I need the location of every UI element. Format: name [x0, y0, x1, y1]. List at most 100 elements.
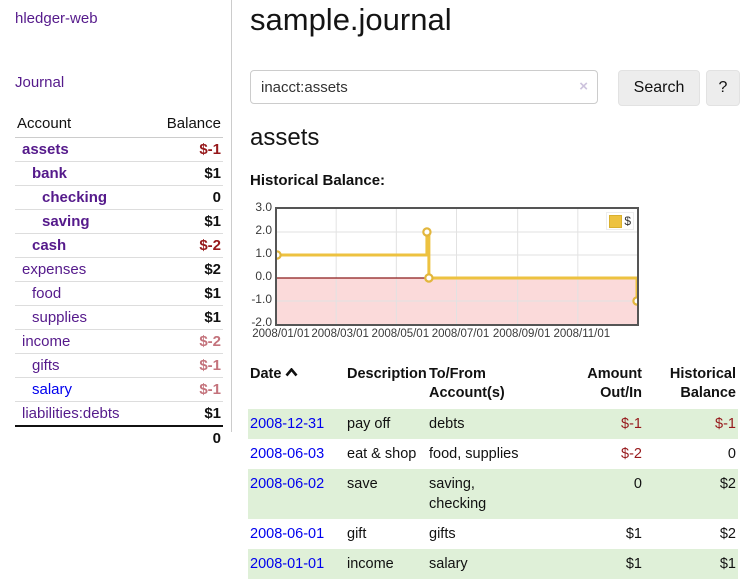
x-axis-tick-label: 2008/11/01: [553, 328, 611, 340]
y-axis-tick-label: 2.0: [255, 223, 272, 237]
account-link-saving[interactable]: saving: [42, 213, 90, 230]
account-link-supplies[interactable]: supplies: [32, 309, 88, 326]
search-button[interactable]: Search: [618, 70, 700, 106]
account-link-food[interactable]: food: [32, 285, 62, 302]
transaction-balance: $2: [719, 526, 736, 542]
chart-title: Historical Balance:: [250, 172, 386, 189]
column-header-description[interactable]: Description: [347, 366, 427, 382]
app-title-link[interactable]: hledger-web: [15, 10, 98, 27]
register-table: Date Description To/From Account(s) Amou…: [248, 361, 738, 579]
accounts-total-row: 0: [15, 425, 223, 450]
y-axis-tick-label: 3.0: [255, 200, 272, 214]
account-balance: $-2: [148, 329, 223, 354]
column-header-balance[interactable]: Historical Balance: [669, 366, 736, 401]
clear-search-icon[interactable]: ×: [579, 78, 588, 95]
account-balance: $-1: [199, 141, 221, 158]
transaction-date-link[interactable]: 2008-01-01: [250, 556, 325, 572]
historical-balance-chart: 3.0 2.0 1.0 0.0 -1.0 -2.0 $ 2008/01/01 2008/03…: [248, 199, 688, 347]
account-link-checking[interactable]: checking: [42, 189, 108, 206]
transaction-date-link[interactable]: 2008-06-01: [250, 526, 325, 542]
account-heading: assets: [250, 124, 320, 151]
account-balance: $-2: [148, 233, 223, 258]
x-axis-tick-label: 2008/07/01: [431, 328, 490, 340]
register-row[interactable]: 2008-06-01 gift gifts $1 $2: [248, 519, 738, 549]
sidebar-item-journal[interactable]: Journal: [15, 74, 65, 91]
register-date-cell: 2008-06-02: [248, 469, 345, 519]
legend-label: $: [624, 214, 631, 228]
transaction-amount: $-2: [621, 446, 642, 462]
transaction-amount: 0: [633, 476, 642, 492]
account-link-bank[interactable]: bank: [32, 165, 68, 182]
transaction-amount: $1: [625, 526, 642, 542]
account-balance: $2: [148, 257, 223, 282]
y-axis-tick-label: 0.0: [255, 269, 272, 283]
register-row[interactable]: 2008-01-01 income salary $1 $1: [248, 549, 738, 579]
transaction-balance: 0: [727, 446, 736, 462]
transaction-description: gift: [347, 526, 367, 542]
account-link-salary[interactable]: salary: [32, 381, 73, 398]
transaction-date-link[interactable]: 2008-12-31: [250, 416, 325, 432]
x-axis-tick-label: 2008/03/01: [311, 328, 369, 340]
account-link-expenses[interactable]: expenses: [22, 261, 87, 278]
account-link-cash[interactable]: cash: [32, 237, 67, 254]
chart-plot-area: $: [275, 207, 639, 326]
search-input[interactable]: [251, 71, 581, 103]
account-balance: $-1: [148, 353, 223, 378]
register-row[interactable]: 2008-06-02 save saving, checking 0 $2: [248, 469, 738, 519]
accounts-header-account: Account: [15, 111, 149, 138]
column-header-accounts[interactable]: To/From Account(s): [429, 366, 505, 401]
account-row: bank $1: [15, 161, 223, 186]
column-header-date[interactable]: Date: [248, 361, 345, 409]
account-link-gifts[interactable]: gifts: [32, 357, 60, 374]
accounts-total-spacer: [15, 425, 149, 450]
transaction-date-link[interactable]: 2008-06-02: [250, 476, 325, 492]
main-content: sample.journal × Search ? assets Histori…: [248, 0, 742, 582]
transaction-description: eat & shop: [347, 446, 417, 462]
account-balance: 0: [148, 185, 223, 210]
x-axis-tick-label: 2008/09/01: [492, 328, 551, 340]
transaction-accounts: salary: [429, 556, 468, 572]
search-bar: × Search ?: [250, 70, 742, 106]
account-link-liabilities-debts[interactable]: liabilities:debts: [22, 405, 120, 422]
x-axis-tick-label: 2008/01/01: [252, 328, 310, 340]
transaction-description: pay off: [347, 416, 391, 432]
account-row: supplies $1: [15, 305, 223, 330]
account-balance: $1: [148, 209, 223, 234]
account-row: checking 0: [15, 185, 223, 210]
account-balance: $1: [148, 401, 223, 426]
y-axis-tick-label: -1.0: [251, 292, 272, 306]
account-row: income $-2: [15, 329, 223, 354]
help-button[interactable]: ?: [706, 70, 740, 106]
account-link-assets[interactable]: assets: [22, 141, 69, 158]
account-row: saving $1: [15, 209, 223, 234]
account-row: expenses $2: [15, 257, 223, 282]
account-row: liabilities:debts $1: [15, 401, 223, 426]
column-header-amount[interactable]: Amount Out/In: [587, 366, 642, 401]
y-axis-tick-label: -2.0: [251, 315, 272, 329]
register-row[interactable]: 2008-06-03 eat & shop food, supplies $-2 0: [248, 439, 738, 469]
x-axis-tick-label: 2008/05/01: [371, 328, 430, 340]
account-row: assets $-1: [15, 138, 223, 162]
account-balance: $1: [148, 305, 223, 330]
account-balance: $1: [148, 281, 223, 306]
transaction-balance: $2: [719, 476, 736, 492]
register-date-cell: 2008-01-01: [248, 549, 345, 579]
register-row[interactable]: 2008-12-31 pay off debts $-1 $-1: [248, 409, 738, 439]
legend-swatch-icon: [608, 213, 624, 229]
search-box: ×: [250, 70, 598, 104]
transaction-description: save: [347, 476, 378, 492]
transaction-accounts: saving, checking: [429, 476, 487, 512]
account-row: food $1: [15, 281, 223, 306]
account-balance: $-1: [148, 377, 223, 402]
account-link-income[interactable]: income: [22, 333, 71, 350]
account-balance: $1: [148, 161, 223, 186]
chart-legend: $: [606, 212, 634, 230]
register-date-cell: 2008-06-01: [248, 519, 345, 549]
transaction-amount: $-1: [621, 416, 642, 432]
transaction-date-link[interactable]: 2008-06-03: [250, 446, 325, 462]
account-row: salary $-1: [15, 377, 223, 402]
account-row: cash $-2: [15, 233, 223, 258]
y-axis-tick-label: 1.0: [255, 246, 272, 260]
transaction-accounts: food, supplies: [429, 446, 519, 462]
